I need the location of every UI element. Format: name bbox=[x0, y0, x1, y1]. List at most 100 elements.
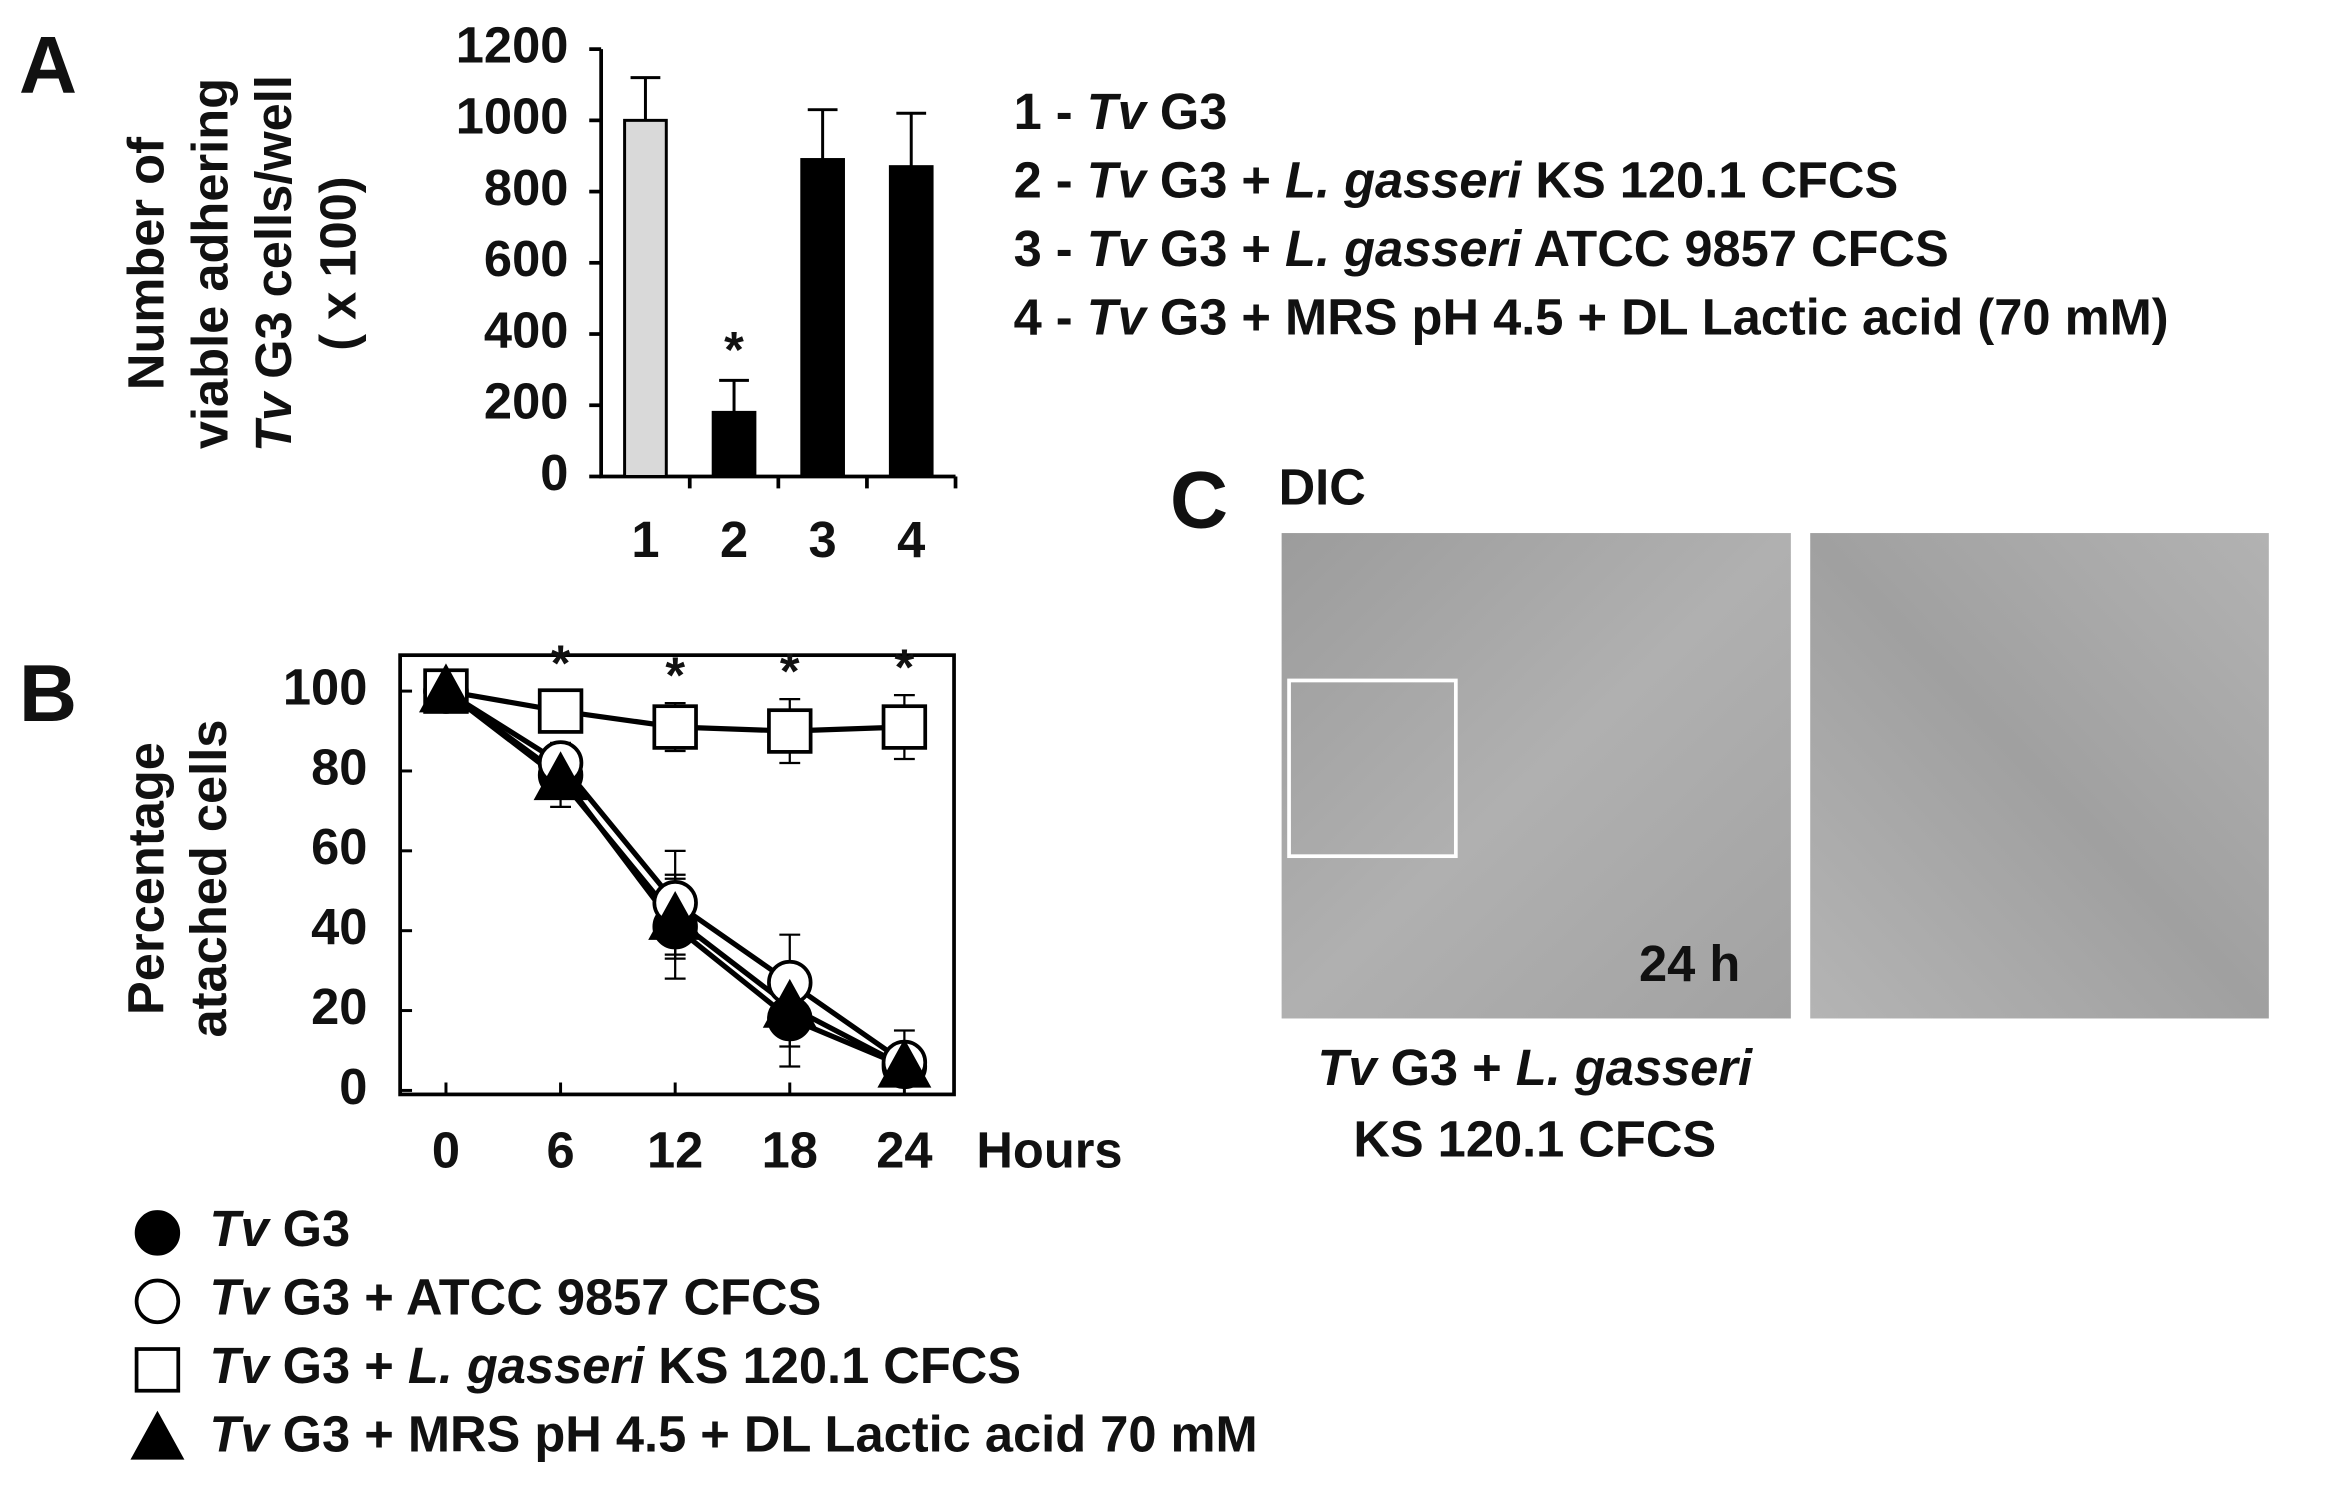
legend-entry-part: 4 - bbox=[1014, 289, 1087, 346]
legend-entry-part: Tv bbox=[1087, 289, 1149, 346]
marker bbox=[533, 751, 588, 801]
marker bbox=[537, 688, 584, 734]
y-axis-title: Number of bbox=[117, 137, 174, 390]
y-tick-label: 0 bbox=[540, 444, 568, 501]
bar bbox=[711, 410, 757, 478]
marker bbox=[877, 1038, 932, 1088]
legend-entry-part: KS 120.1 CFCS bbox=[644, 1337, 1021, 1394]
y-axis-title: Percentage bbox=[117, 742, 174, 1015]
x-tick-label: 12 bbox=[647, 1121, 703, 1178]
x-tick-label: 24 bbox=[876, 1121, 932, 1178]
bar bbox=[623, 118, 668, 478]
legend-marker bbox=[134, 1210, 181, 1256]
x-tick-label: 3 bbox=[809, 511, 837, 568]
y-tick-label: 400 bbox=[484, 301, 568, 358]
legend-marker bbox=[134, 1278, 181, 1325]
panel-c-title: DIC bbox=[1279, 459, 1366, 516]
legend-entry-part: G3 + MRS pH 4.5 + DL Lactic acid (70 mM) bbox=[1146, 289, 2169, 346]
legend-entry-part: Tv bbox=[210, 1337, 272, 1394]
x-tick-label: 6 bbox=[546, 1121, 574, 1178]
caption: Tv G3 + L. gasseri bbox=[1317, 1039, 1753, 1096]
legend-entry: Tv G3 + MRS pH 4.5 + DL Lactic acid 70 m… bbox=[210, 1406, 1258, 1463]
bar bbox=[888, 165, 934, 478]
legend-entry-part: G3 + bbox=[1146, 221, 1285, 278]
legend-entry-part: 2 - bbox=[1014, 152, 1087, 209]
x-tick-label: 2 bbox=[720, 511, 748, 568]
legend-entry-part: L. gasseri bbox=[408, 1337, 645, 1394]
marker bbox=[767, 708, 813, 754]
caption-part: KS 120.1 CFCS bbox=[1353, 1111, 1716, 1168]
panel-label: B bbox=[19, 649, 77, 739]
significance: * bbox=[895, 639, 915, 696]
legend-entry-part: ATCC 9857 CFCS bbox=[1521, 221, 1948, 278]
significance: * bbox=[724, 321, 744, 378]
y-axis-title: Tv G3 cells/well bbox=[245, 75, 302, 452]
bar bbox=[800, 158, 845, 478]
caption-part: Tv bbox=[1317, 1039, 1379, 1096]
legend-entry: 2 - Tv G3 + L. gasseri KS 120.1 CFCS bbox=[1014, 152, 1899, 209]
legend-entry: Tv G3 bbox=[210, 1200, 351, 1257]
legend-entry-part: G3 + MRS pH 4.5 + DL Lactic acid 70 mM bbox=[269, 1406, 1258, 1463]
panel-label: A bbox=[19, 21, 77, 111]
legend-entry-part: G3 bbox=[269, 1200, 351, 1257]
marker bbox=[881, 704, 928, 750]
plot-box-b bbox=[398, 653, 956, 1097]
legend-entry: Tv G3 + L. gasseri KS 120.1 CFCS bbox=[210, 1337, 1022, 1394]
significance: * bbox=[551, 635, 571, 692]
legend-entry-part: G3 + bbox=[269, 1337, 408, 1394]
legend-marker bbox=[130, 1410, 185, 1460]
micrograph bbox=[1281, 533, 1791, 1019]
x-tick-label: 1 bbox=[631, 511, 659, 568]
legend-entry-part: 3 - bbox=[1014, 221, 1087, 278]
marker bbox=[418, 663, 473, 713]
zoom-box bbox=[1287, 678, 1458, 859]
legend-entry-part: G3 + bbox=[1146, 152, 1285, 209]
x-tick-label: 0 bbox=[432, 1121, 460, 1178]
caption: KS 120.1 CFCS bbox=[1353, 1111, 1716, 1168]
legend-entry-part: Tv bbox=[210, 1406, 272, 1463]
y-tick-label: 1200 bbox=[456, 17, 569, 74]
legend-entry-part: Tv bbox=[1087, 84, 1149, 141]
legend-entry-part: KS 120.1 CFCS bbox=[1521, 152, 1898, 209]
y-tick-label: 800 bbox=[484, 159, 568, 216]
legend-entry-part: G3 + ATCC 9857 CFCS bbox=[269, 1269, 822, 1326]
panel-label: C bbox=[1170, 455, 1228, 545]
y-tick-label: 100 bbox=[283, 658, 367, 715]
y-tick-label: 60 bbox=[311, 818, 367, 875]
legend-entry: Tv G3 + ATCC 9857 CFCS bbox=[210, 1269, 822, 1326]
caption-part: L. gasseri bbox=[1516, 1039, 1753, 1096]
marker bbox=[652, 704, 698, 750]
legend-entry-part: Tv bbox=[1087, 152, 1149, 209]
legend-marker bbox=[134, 1347, 181, 1393]
significance: * bbox=[665, 647, 685, 704]
time-label: 24 h bbox=[1639, 935, 1740, 992]
legend-entry-part: G3 bbox=[1146, 84, 1228, 141]
y-tick-label: 20 bbox=[311, 978, 367, 1035]
legend-entry-part: L. gasseri bbox=[1285, 152, 1522, 209]
x-tick-label: 18 bbox=[762, 1121, 818, 1178]
legend-entry: 3 - Tv G3 + L. gasseri ATCC 9857 CFCS bbox=[1014, 221, 1949, 278]
marker bbox=[762, 978, 817, 1028]
micrograph-zoom bbox=[1810, 533, 2269, 1019]
marker bbox=[648, 891, 703, 940]
y-axis-title: ( x 100) bbox=[309, 176, 366, 350]
legend-entry-part: Tv bbox=[1087, 221, 1149, 278]
y-axis-title: viable adhering bbox=[181, 78, 238, 449]
x-axis-title: Hours bbox=[976, 1121, 1122, 1178]
y-axis-title-part: G3 cells/well bbox=[245, 75, 302, 393]
legend-entry-part: Tv bbox=[210, 1269, 272, 1326]
y-tick-label: 0 bbox=[339, 1058, 367, 1115]
y-axis-title-part: Tv bbox=[245, 390, 302, 452]
legend-entry: 1 - Tv G3 bbox=[1014, 84, 1228, 141]
x-tick-label: 4 bbox=[897, 511, 925, 568]
y-tick-label: 200 bbox=[484, 373, 568, 430]
significance: * bbox=[780, 643, 800, 700]
y-tick-label: 40 bbox=[311, 898, 367, 955]
legend-entry-part: L. gasseri bbox=[1285, 221, 1522, 278]
legend-entry: 4 - Tv G3 + MRS pH 4.5 + DL Lactic acid … bbox=[1014, 289, 2169, 346]
y-tick-label: 600 bbox=[484, 230, 568, 287]
caption-part: G3 + bbox=[1377, 1039, 1516, 1096]
y-tick-label: 80 bbox=[311, 738, 367, 795]
legend-entry-part: Tv bbox=[210, 1200, 272, 1257]
